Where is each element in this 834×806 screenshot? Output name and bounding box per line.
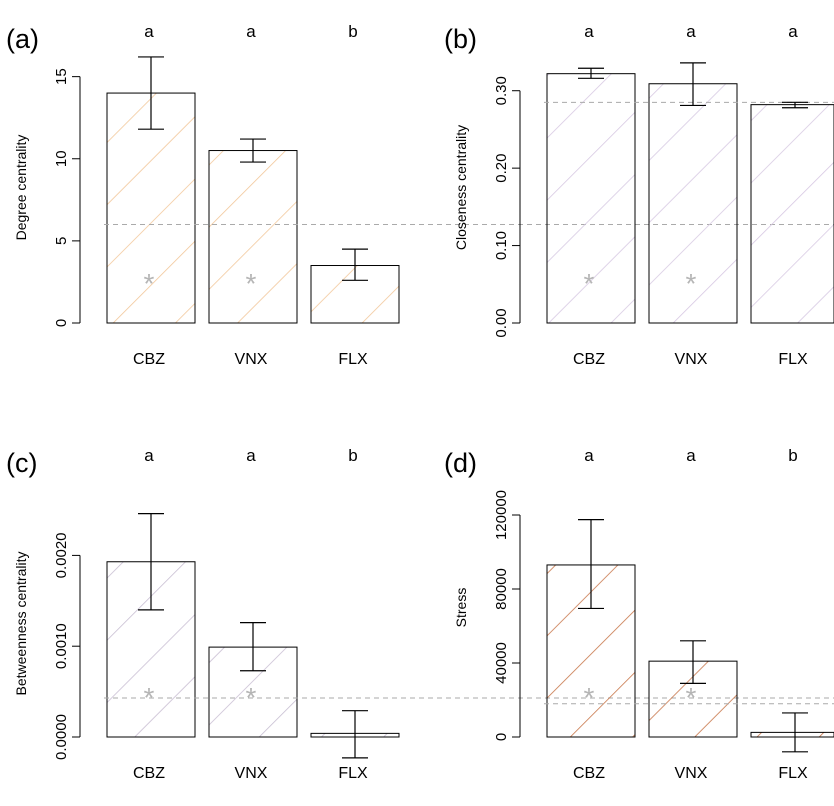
category-label: FLX [338,765,368,782]
y-tick-label: 0.20 [493,154,510,183]
significance-letter: b [348,22,357,41]
y-tick-label: 80000 [493,568,510,610]
y-axis-title: Closeness centrality [453,125,469,250]
y-axis-title: Stress [453,588,469,628]
significance-marker: * [686,268,697,299]
significance-marker: * [246,268,257,299]
significance-letter: a [686,446,696,465]
significance-letter: a [246,446,256,465]
significance-marker: * [584,682,595,713]
chart-panel-2: (c) 0.0000 0.0010 0.0020 Betweenness central… [6,446,834,782]
chart-panel-3: (d) 0 40000 80000 120000 Stress * * a a b CBZ VNX FLX [444,446,834,782]
category-label: VNX [235,765,268,782]
category-label: CBZ [573,351,605,368]
category-label: VNX [675,351,708,368]
chart-panel-0: (a) 0 5 10 15 Degree centrality * * a a b CBZ VNX FLX [6,22,834,368]
y-tick-label: 0.10 [493,231,510,260]
panel-label: (d) [444,448,477,478]
y-tick-label: 15 [53,68,70,85]
panel-label: (c) [6,448,37,478]
bar [208,646,298,738]
significance-letter: a [144,446,154,465]
y-tick-label: 0.0000 [53,714,70,760]
significance-marker: * [144,268,155,299]
y-tick-label: 0 [53,319,70,327]
y-tick-label: 10 [53,150,70,167]
y-tick-label: 5 [53,237,70,245]
category-label: CBZ [573,765,605,782]
significance-marker: * [686,682,697,713]
significance-letter: b [788,446,797,465]
category-label: CBZ [133,351,165,368]
category-label: FLX [778,351,808,368]
category-label: VNX [235,351,268,368]
category-label: FLX [338,351,368,368]
significance-letter: a [144,22,154,41]
bar [546,73,636,324]
category-label: FLX [778,765,808,782]
significance-letter: a [686,22,696,41]
y-tick-label: 120000 [493,490,510,540]
significance-marker: * [584,268,595,299]
y-tick-label: 0.30 [493,76,510,105]
y-tick-label: 40000 [493,642,510,684]
significance-letter: a [788,22,798,41]
y-tick-label: 0.00 [493,308,510,337]
bar [750,104,834,324]
y-axis-title: Betweenness centrality [13,552,29,696]
significance-letter: a [584,22,594,41]
panel-label: (b) [444,24,477,54]
significance-marker: * [144,682,155,713]
significance-letter: a [584,446,594,465]
panel-label: (a) [6,24,39,54]
chart-panel-1: (b) 0.00 0.10 0.20 0.30 Closeness centrality *… [444,22,834,368]
significance-marker: * [246,682,257,713]
category-label: VNX [675,765,708,782]
y-tick-label: 0.0020 [53,532,70,578]
category-label: CBZ [133,765,165,782]
significance-letter: a [246,22,256,41]
y-tick-label: 0 [493,733,510,741]
significance-letter: b [348,446,357,465]
y-tick-label: 0.0010 [53,623,70,669]
bar [750,731,834,738]
y-axis-title: Degree centrality [13,135,29,241]
